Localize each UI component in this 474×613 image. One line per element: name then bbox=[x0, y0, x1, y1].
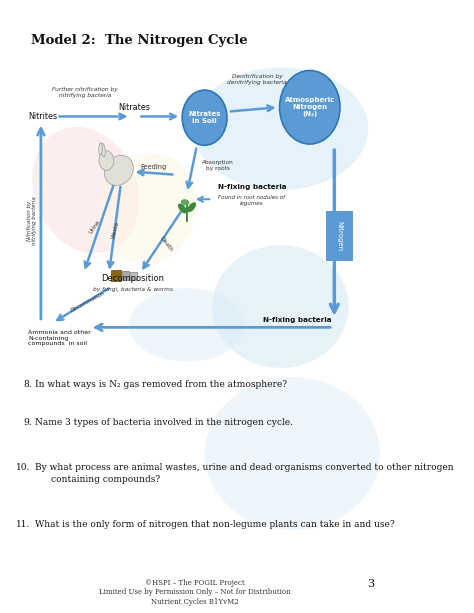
Bar bbox=[122, 271, 129, 280]
Text: In what ways is N₂ gas removed from the atmosphere?: In what ways is N₂ gas removed from the … bbox=[35, 380, 287, 389]
Text: Nitrogen: Nitrogen bbox=[337, 221, 343, 251]
Text: 10.: 10. bbox=[16, 463, 30, 472]
Ellipse shape bbox=[193, 67, 368, 190]
Text: Atmospheric
Nitrogen
(N₂): Atmospheric Nitrogen (N₂) bbox=[285, 97, 335, 117]
Text: Death: Death bbox=[159, 235, 174, 253]
Text: by fungi, bacteria & worms: by fungi, bacteria & worms bbox=[92, 287, 173, 292]
Text: Found in root nodules of
legumes: Found in root nodules of legumes bbox=[218, 195, 285, 206]
Text: Decomposition: Decomposition bbox=[101, 274, 164, 283]
Ellipse shape bbox=[100, 153, 197, 264]
Text: Model 2:  The Nitrogen Cycle: Model 2: The Nitrogen Cycle bbox=[31, 34, 248, 47]
Text: Further nitrification by
nitrifying bacteria: Further nitrification by nitrifying bact… bbox=[52, 87, 118, 98]
Bar bbox=[111, 270, 121, 281]
Text: Denitrification by
denitrifying bacteria: Denitrification by denitrifying bacteria bbox=[228, 74, 287, 85]
Text: 3: 3 bbox=[367, 579, 374, 589]
Ellipse shape bbox=[104, 155, 133, 186]
Text: Feeding: Feeding bbox=[141, 164, 167, 170]
Text: Nitrates: Nitrates bbox=[118, 103, 150, 112]
Text: Name 3 types of bacteria involved in the nitrogen cycle.: Name 3 types of bacteria involved in the… bbox=[35, 418, 293, 427]
Text: Waste: Waste bbox=[111, 221, 121, 239]
Text: Decomination: Decomination bbox=[70, 291, 106, 313]
Ellipse shape bbox=[99, 151, 114, 170]
Ellipse shape bbox=[212, 245, 349, 368]
Ellipse shape bbox=[187, 202, 196, 212]
Ellipse shape bbox=[205, 377, 380, 530]
Text: N-fixing bacteria: N-fixing bacteria bbox=[218, 184, 287, 190]
Text: Nitrates
in Soil: Nitrates in Soil bbox=[188, 111, 221, 124]
Ellipse shape bbox=[128, 288, 246, 362]
Text: Nitrification by
nitrifying bacteria: Nitrification by nitrifying bacteria bbox=[27, 196, 37, 245]
Text: Limited Use by Permission Only – Not for Distribution: Limited Use by Permission Only – Not for… bbox=[99, 588, 291, 596]
Text: Absorption
by roots: Absorption by roots bbox=[202, 160, 234, 171]
Text: ©HSPI – The POGIL Project: ©HSPI – The POGIL Project bbox=[145, 579, 245, 587]
Ellipse shape bbox=[181, 199, 190, 205]
Text: Nutrient Cycles B1YvM2: Nutrient Cycles B1YvM2 bbox=[151, 598, 239, 606]
Text: N-fixing bacteria: N-fixing bacteria bbox=[263, 317, 331, 323]
Text: 11.: 11. bbox=[16, 520, 30, 529]
Text: Urine: Urine bbox=[88, 219, 101, 235]
Bar bbox=[130, 272, 137, 280]
Text: What is the only form of nitrogen that non-legume plants can take in and use?: What is the only form of nitrogen that n… bbox=[35, 520, 395, 529]
Ellipse shape bbox=[32, 127, 139, 253]
Ellipse shape bbox=[280, 70, 340, 144]
Text: By what process are animal wastes, urine and dead organisms converted to other n: By what process are animal wastes, urine… bbox=[35, 463, 454, 472]
Ellipse shape bbox=[178, 204, 187, 213]
Text: Ammonia and other
N-containing
compounds  in soil: Ammonia and other N-containing compounds… bbox=[28, 330, 91, 346]
Text: containing compounds?: containing compounds? bbox=[51, 475, 160, 484]
Ellipse shape bbox=[99, 143, 102, 155]
Text: 9.: 9. bbox=[23, 418, 32, 427]
Text: Nitrites: Nitrites bbox=[28, 112, 57, 121]
Ellipse shape bbox=[101, 143, 105, 157]
Ellipse shape bbox=[182, 90, 227, 145]
Text: 8.: 8. bbox=[23, 380, 32, 389]
